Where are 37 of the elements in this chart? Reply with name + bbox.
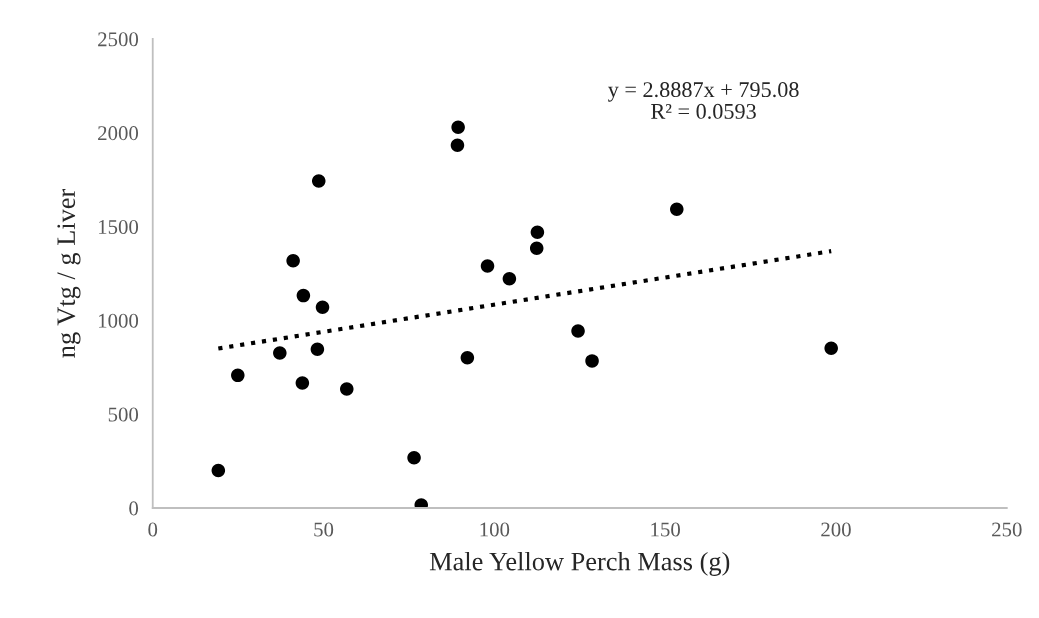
- x-tick-label: 100: [480, 522, 510, 537]
- point: [296, 288, 311, 303]
- point: [407, 450, 421, 465]
- point: [340, 382, 354, 396]
- y-axis-title: ng Vtg / g Liver: [57, 188, 81, 358]
- point: [311, 174, 326, 188]
- point: [460, 350, 475, 365]
- point: [585, 354, 599, 368]
- y-tick-label: 0: [129, 501, 139, 516]
- x-tick-label: 200: [821, 522, 851, 537]
- y-tick-label: 2000: [98, 126, 139, 141]
- point: [295, 376, 310, 390]
- point: [273, 346, 287, 360]
- point: [824, 341, 838, 356]
- y-tick-label: 500: [108, 407, 139, 422]
- point: [211, 463, 226, 478]
- y-tick-label: 1500: [99, 219, 139, 234]
- point: [450, 138, 465, 153]
- x-tick-label: 150: [651, 522, 680, 537]
- point: [451, 120, 465, 135]
- point: [310, 342, 325, 357]
- x-tick-label: 250: [992, 522, 1022, 537]
- y-tick-label: 2500: [98, 32, 139, 47]
- point: [670, 202, 684, 217]
- point: [529, 241, 544, 256]
- x-tick-label: 0: [148, 522, 158, 537]
- point: [571, 324, 585, 338]
- point: [286, 253, 300, 268]
- point: [315, 300, 330, 315]
- point: [480, 259, 495, 273]
- x-tick-label: 50: [314, 522, 334, 537]
- y-tick-label: 1000: [99, 313, 139, 328]
- annotation: y = 2.8887x + 795.08 R² = 0.0593: [608, 82, 799, 119]
- point: [530, 225, 545, 239]
- point: [502, 271, 517, 286]
- point: [231, 368, 245, 383]
- x-axis-title: Male Yellow Perch Mass (g): [429, 551, 730, 576]
